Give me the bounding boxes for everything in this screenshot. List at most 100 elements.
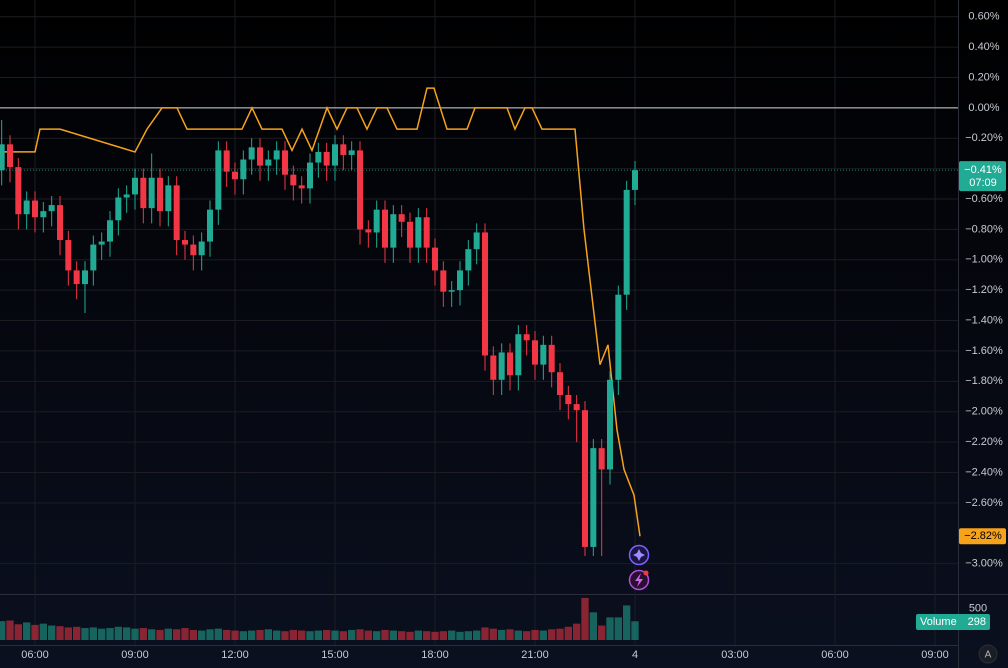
volume-bar (323, 629, 331, 640)
volume-bar (214, 628, 222, 640)
candle-body (482, 232, 488, 356)
candle-body (198, 241, 205, 256)
candle-body (515, 334, 522, 376)
volume-bar (156, 629, 164, 640)
candle-body (223, 150, 230, 172)
y-tick-label: 0.60% (968, 11, 999, 23)
y-tick-label: 0.40% (968, 41, 999, 53)
candle-body (440, 270, 447, 292)
candle-body (423, 217, 430, 248)
volume-bar (73, 626, 81, 640)
y-tick-label: 0.00% (968, 102, 999, 114)
candle-body (407, 221, 413, 248)
volume-bar (589, 612, 597, 640)
y-tick-label: −1.60% (965, 345, 1003, 357)
volume-bar (548, 629, 556, 640)
candle-body (182, 240, 188, 245)
volume-bar (223, 629, 231, 640)
volume-bar (506, 629, 514, 640)
candle-body (23, 200, 30, 215)
volume-bar (189, 629, 197, 640)
candle-body (315, 151, 322, 163)
auto-scale-button[interactable] (978, 644, 998, 664)
candle-body (15, 167, 22, 215)
candle-body (48, 205, 55, 212)
volume-bar (539, 630, 547, 640)
volume-bar (573, 623, 581, 640)
volume-bar (464, 631, 472, 640)
candle-body (340, 144, 347, 155)
x-tick-label: 09:00 (121, 649, 149, 661)
y-tick-label: −0.80% (965, 223, 1003, 235)
candle-body (357, 150, 363, 230)
candle-body (507, 352, 513, 376)
volume-bar (148, 629, 156, 640)
volume-bar (314, 630, 322, 640)
volume-bar (139, 628, 147, 640)
volume-bar (331, 630, 339, 640)
volume-bar (81, 628, 89, 640)
candle-body (248, 147, 255, 160)
candle-body (0, 144, 5, 171)
volume-bar (498, 629, 506, 640)
volume-bar (273, 630, 281, 640)
volume-bar (531, 629, 539, 640)
candle-body (7, 144, 13, 168)
volume-bar (231, 630, 239, 640)
volume-bar (356, 629, 364, 640)
candle-body (273, 150, 280, 160)
candle-body (582, 410, 588, 547)
candle-body (607, 379, 613, 470)
candle-body (148, 177, 155, 209)
auto-scale-label: A (985, 650, 992, 661)
last-price-label: −0.41% (964, 164, 1002, 176)
y-tick-label: −0.20% (965, 132, 1003, 144)
candle-body (115, 197, 122, 221)
candle-body (190, 244, 197, 256)
volume-bar (631, 621, 639, 640)
candle-body (590, 448, 597, 547)
y-tick-label: 0.20% (968, 71, 999, 83)
volume-bar (206, 629, 214, 640)
candle-body (232, 171, 238, 180)
y-tick-label: −2.20% (965, 436, 1003, 448)
volume-tick-label: 500 (969, 602, 987, 614)
x-tick-label: 12:00 (221, 649, 249, 661)
x-tick-label: 06:00 (21, 649, 49, 661)
volume-bar (581, 597, 589, 640)
candle-body (90, 244, 97, 271)
volume-bar (514, 630, 522, 640)
y-tick-label: −1.20% (965, 284, 1003, 296)
volume-bar (181, 628, 189, 640)
candle-body (157, 177, 163, 212)
candle-body (290, 174, 297, 186)
volume-bar (439, 631, 447, 640)
candle-body (548, 344, 555, 373)
volume-bar (614, 617, 622, 640)
volume-bar (523, 631, 531, 640)
volume-bar (564, 626, 572, 640)
volume-bar (456, 631, 464, 640)
volume-bar (31, 624, 39, 640)
candle-body (107, 220, 113, 242)
candle-body (57, 205, 63, 241)
x-tick-label: 09:00 (921, 649, 949, 661)
countdown-label: 07:09 (969, 177, 997, 189)
y-tick-label: −3.00% (965, 558, 1003, 570)
volume-bar (281, 631, 289, 640)
candle-body (215, 150, 222, 210)
candle-body (498, 352, 505, 380)
volume-bar (298, 630, 306, 640)
volume-bar (348, 629, 356, 640)
volume-bar (423, 631, 431, 640)
volume-bar (339, 631, 347, 640)
x-tick-label: 06:00 (821, 649, 849, 661)
candle-body (123, 194, 130, 198)
volume-bar (264, 629, 272, 640)
candle-body (540, 344, 547, 365)
x-tick-label: 21:00 (521, 649, 549, 661)
volume-bar (448, 630, 456, 640)
volume-bar (198, 630, 206, 640)
